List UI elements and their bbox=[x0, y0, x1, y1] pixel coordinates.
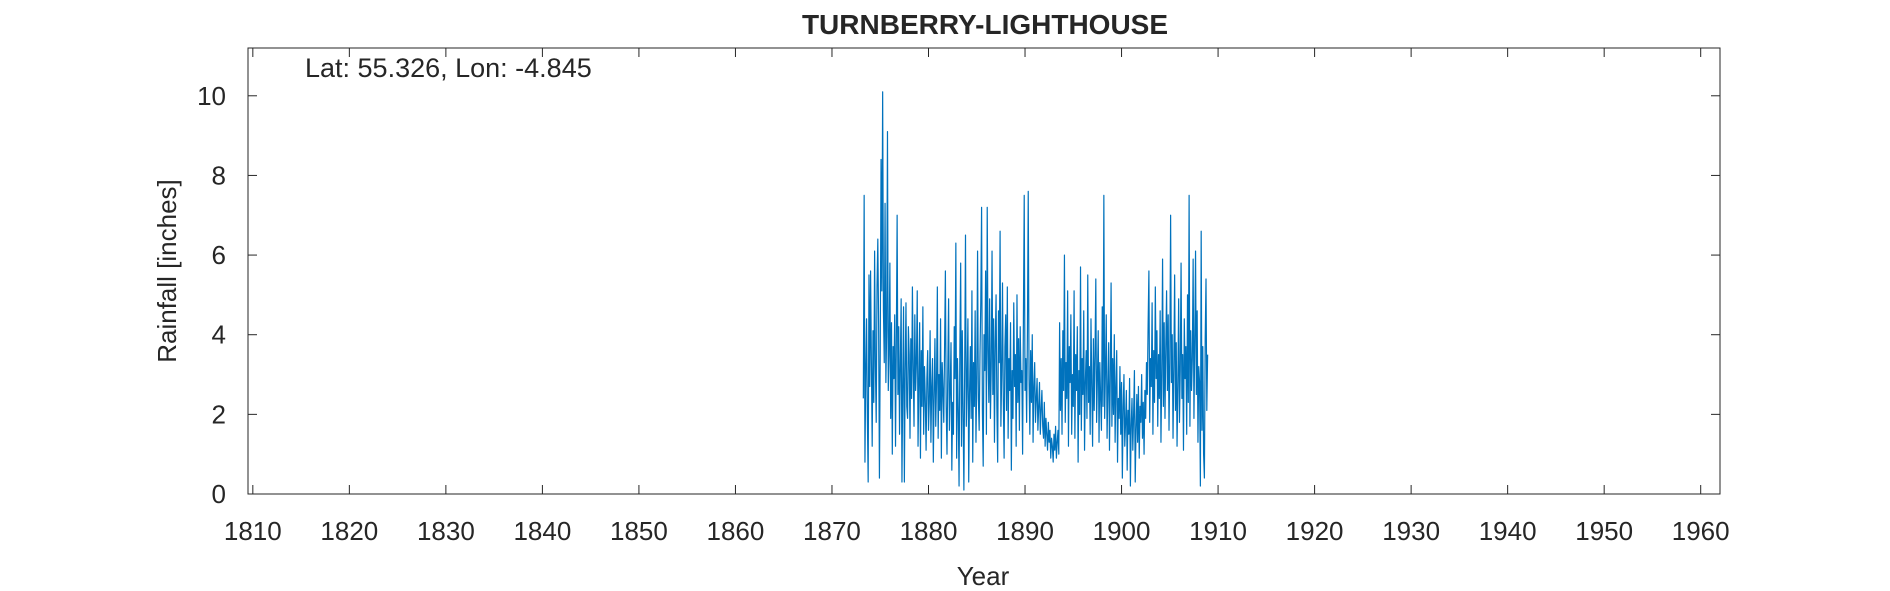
x-tick-label: 1930 bbox=[1382, 516, 1440, 546]
x-tick-label: 1920 bbox=[1286, 516, 1344, 546]
x-tick-label: 1820 bbox=[320, 516, 378, 546]
x-tick-labels: 1810 1820 1830 1840 1850 1860 1870 1880 1890 1900… bbox=[224, 516, 1730, 546]
x-tick-label: 1900 bbox=[1093, 516, 1151, 546]
y-tick-labels: 0 2 4 6 8 10 bbox=[197, 81, 226, 509]
x-tick-label: 1850 bbox=[610, 516, 668, 546]
y-axis-label: Rainfall [inches] bbox=[152, 179, 182, 363]
x-tick-label: 1810 bbox=[224, 516, 282, 546]
y-tick-label: 6 bbox=[212, 240, 226, 270]
rainfall-series-line bbox=[862, 91, 1209, 491]
x-tick-label: 1940 bbox=[1479, 516, 1537, 546]
x-axis-label: Year bbox=[957, 561, 1010, 591]
plot-area bbox=[247, 47, 1721, 495]
x-tick-label: 1840 bbox=[513, 516, 571, 546]
y-tick-label: 2 bbox=[212, 399, 226, 429]
x-tick-label: 1890 bbox=[996, 516, 1054, 546]
x-tick-label: 1880 bbox=[900, 516, 958, 546]
location-annotation: Lat: 55.326, Lon: -4.845 bbox=[305, 53, 592, 83]
x-tick-label: 1960 bbox=[1672, 516, 1730, 546]
y-tick-label: 10 bbox=[197, 81, 226, 111]
y-tick-label: 0 bbox=[212, 479, 226, 509]
y-tick-label: 4 bbox=[212, 320, 226, 350]
x-tick-label: 1830 bbox=[417, 516, 475, 546]
x-tick-label: 1870 bbox=[803, 516, 861, 546]
chart-title: TURNBERRY-LIGHTHOUSE bbox=[802, 9, 1168, 40]
axis-ticks bbox=[248, 48, 1720, 495]
y-tick-label: 8 bbox=[212, 160, 226, 190]
x-tick-label: 1950 bbox=[1575, 516, 1633, 546]
x-tick-label: 1910 bbox=[1189, 516, 1247, 546]
x-tick-label: 1860 bbox=[707, 516, 765, 546]
